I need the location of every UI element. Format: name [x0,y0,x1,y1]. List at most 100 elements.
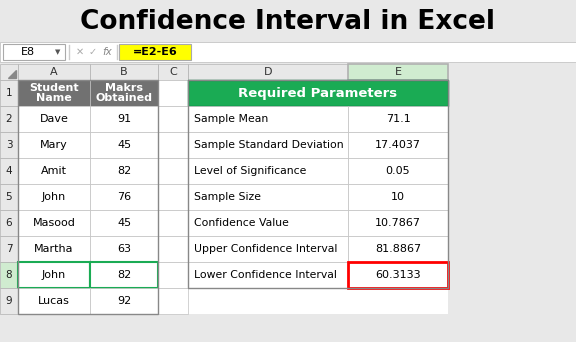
Text: Dave: Dave [40,114,69,124]
Text: A: A [50,67,58,77]
Bar [0,158,18,184]
Bar [18,132,90,158]
Text: 81.8867: 81.8867 [375,244,421,254]
Text: 63: 63 [117,244,131,254]
Text: 45: 45 [117,218,131,228]
Bar [0,42,576,62]
Text: E: E [395,67,401,77]
Bar [18,184,90,210]
Bar [188,80,448,106]
Text: Student
Name: Student Name [29,83,79,103]
Bar [348,106,448,132]
Bar [188,158,348,184]
Text: C: C [169,67,177,77]
Bar [0,80,18,106]
Bar [18,158,90,184]
Text: Sample Standard Deviation: Sample Standard Deviation [194,140,344,150]
Text: 82: 82 [117,270,131,280]
Bar [348,64,448,80]
Bar [158,80,188,106]
Bar [18,210,90,236]
Bar [188,106,348,132]
Bar [0,184,18,210]
Bar [188,262,348,288]
Bar [188,80,448,288]
Text: 17.4037: 17.4037 [375,140,421,150]
Bar [0,132,18,158]
Bar [188,184,348,210]
Bar [18,106,90,132]
Polygon shape [8,70,16,78]
Bar [18,262,90,288]
Text: 7: 7 [6,244,12,254]
Bar [0,236,18,262]
Bar [90,158,158,184]
Bar [119,44,191,60]
Text: D: D [264,67,272,77]
Bar [18,80,158,314]
Text: John: John [42,270,66,280]
Text: B: B [120,67,128,77]
Text: Upper Confidence Interval: Upper Confidence Interval [194,244,338,254]
Text: John: John [42,192,66,202]
Text: 91: 91 [117,114,131,124]
Text: 5: 5 [6,192,12,202]
Bar [188,210,348,236]
Bar [90,132,158,158]
Bar [158,288,188,314]
Bar [18,80,90,106]
Text: 9: 9 [6,296,12,306]
Text: Confidence Interval in Excel: Confidence Interval in Excel [81,9,495,35]
Bar [0,210,18,236]
Text: Lucas: Lucas [38,296,70,306]
Text: 1: 1 [6,88,12,98]
Text: 71.1: 71.1 [385,114,410,124]
Bar [0,106,18,132]
Text: 82: 82 [117,166,131,176]
Bar [90,106,158,132]
Text: Confidence Value: Confidence Value [194,218,289,228]
Text: Sample Mean: Sample Mean [194,114,268,124]
Bar [0,64,18,80]
Text: 60.3133: 60.3133 [375,270,421,280]
Text: 6: 6 [6,218,12,228]
Text: fx: fx [102,47,112,57]
Bar [188,64,348,80]
Bar [90,64,158,80]
Bar [158,210,188,236]
Text: 2: 2 [6,114,12,124]
Text: 3: 3 [6,140,12,150]
Text: 4: 4 [6,166,12,176]
Bar [188,132,348,158]
Bar [18,64,90,80]
Bar [0,64,448,314]
Bar [348,236,448,262]
Text: Mary: Mary [40,140,68,150]
Text: ▼: ▼ [55,49,60,55]
Bar [348,210,448,236]
Text: 0.05: 0.05 [386,166,410,176]
Bar [18,288,90,314]
Bar [90,288,158,314]
Bar [90,262,158,288]
Text: 92: 92 [117,296,131,306]
Bar [158,132,188,158]
Text: Masood: Masood [33,218,75,228]
Bar [90,210,158,236]
Bar [18,236,90,262]
Text: Martha: Martha [34,244,74,254]
Bar [158,158,188,184]
Text: =E2-E6: =E2-E6 [132,47,177,57]
Text: 10: 10 [391,192,405,202]
Bar [348,132,448,158]
Bar [188,236,348,262]
Bar [348,184,448,210]
Text: Lower Confidence Interval: Lower Confidence Interval [194,270,337,280]
Bar [90,80,158,106]
Bar [0,262,18,288]
Bar [0,288,18,314]
Text: Makrs
Obtained: Makrs Obtained [96,83,153,103]
Bar [158,262,188,288]
Bar [158,236,188,262]
Bar [90,184,158,210]
